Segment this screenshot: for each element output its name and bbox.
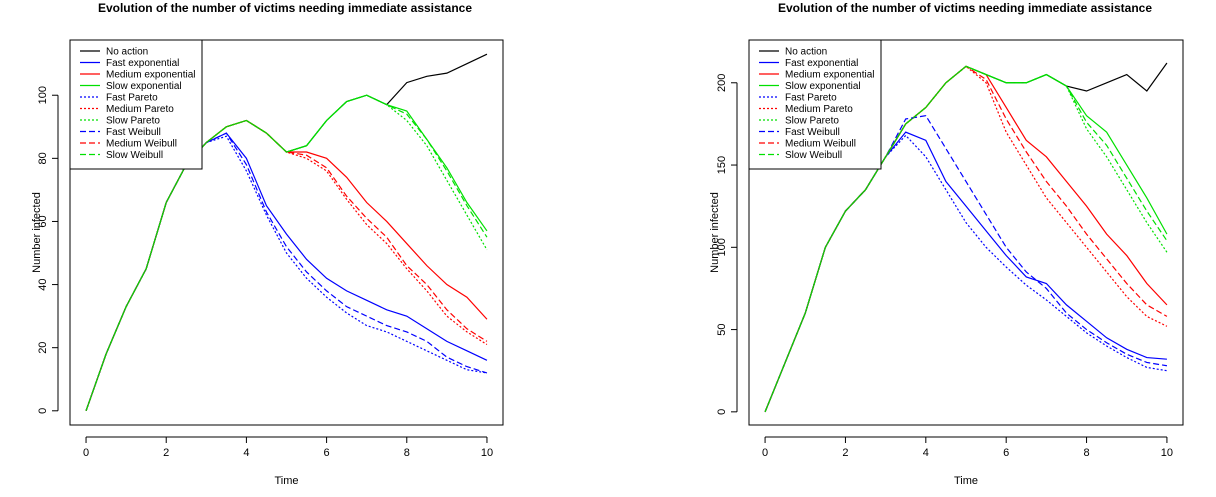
series-line: [764, 134, 1168, 413]
x-tick-label: 4: [243, 447, 249, 459]
legend-label: Slow Weibull: [106, 150, 163, 161]
x-tick-label: 4: [923, 447, 929, 459]
legend-label: Medium exponential: [785, 70, 875, 81]
x-axis-label: Time: [274, 475, 298, 487]
legend-label: Medium Pareto: [106, 104, 174, 115]
chart-title: Evolution of the number of victims needi…: [778, 1, 1152, 15]
legend-box: [748, 39, 882, 170]
legend-label: Slow exponential: [785, 81, 861, 92]
series-line: [764, 131, 1167, 413]
series-line: [764, 65, 1168, 413]
legend-label: Fast Pareto: [785, 93, 837, 104]
y-tick-label: 0: [37, 408, 49, 414]
chart-title: Evolution of the number of victims needi…: [98, 1, 472, 15]
x-axis-label: Time: [954, 475, 978, 487]
x-tick-label: 2: [163, 447, 169, 459]
series-line: [85, 132, 488, 411]
y-tick-label: 60: [37, 215, 49, 227]
y-tick-label: 0: [716, 409, 728, 415]
legend-label: Fast exponential: [106, 58, 179, 69]
legend-label: Medium Weibull: [785, 139, 856, 150]
x-tick-label: 6: [324, 447, 330, 459]
y-tick-label: 50: [716, 323, 728, 335]
legend-label: Fast Weibull: [106, 127, 161, 138]
x-tick-label: 8: [404, 447, 410, 459]
y-axis-label: Number infected: [709, 192, 721, 273]
series-line: [85, 132, 488, 411]
legend-label: Fast exponential: [785, 58, 858, 69]
y-tick-label: 200: [716, 74, 728, 92]
y-tick-label: 100: [716, 238, 728, 256]
legend-label: Fast Pareto: [106, 93, 158, 104]
series-line: [85, 94, 488, 411]
plot-frame: [748, 39, 1184, 426]
legend-label: Slow Pareto: [106, 116, 160, 127]
legend-label: No action: [785, 47, 827, 58]
x-tick-label: 10: [481, 447, 493, 459]
y-tick-label: 100: [37, 86, 49, 104]
x-tick-label: 0: [762, 447, 768, 459]
y-tick-label: 40: [37, 278, 49, 290]
legend-label: Medium exponential: [106, 70, 196, 81]
y-axis-label: Number infected: [31, 192, 43, 273]
legend-label: Fast Weibull: [785, 127, 840, 138]
x-tick-label: 10: [1161, 447, 1173, 459]
legend-box: [69, 39, 203, 170]
legend-label: No action: [106, 47, 148, 58]
x-tick-label: 8: [1083, 447, 1089, 459]
legend-label: Slow Pareto: [785, 116, 839, 127]
legend-label: Slow exponential: [106, 81, 182, 92]
x-tick-label: 6: [1003, 447, 1009, 459]
x-tick-label: 2: [842, 447, 848, 459]
legend-label: Medium Weibull: [106, 139, 177, 150]
y-tick-label: 150: [716, 156, 728, 174]
legend-label: Slow Weibull: [785, 150, 842, 161]
y-tick-label: 20: [37, 342, 49, 354]
x-tick-label: 0: [83, 447, 89, 459]
legend-label: Medium Pareto: [785, 104, 853, 115]
plot-frame: [69, 39, 504, 426]
series-line: [85, 94, 488, 411]
y-tick-label: 80: [37, 152, 49, 164]
series-line: [85, 135, 488, 411]
